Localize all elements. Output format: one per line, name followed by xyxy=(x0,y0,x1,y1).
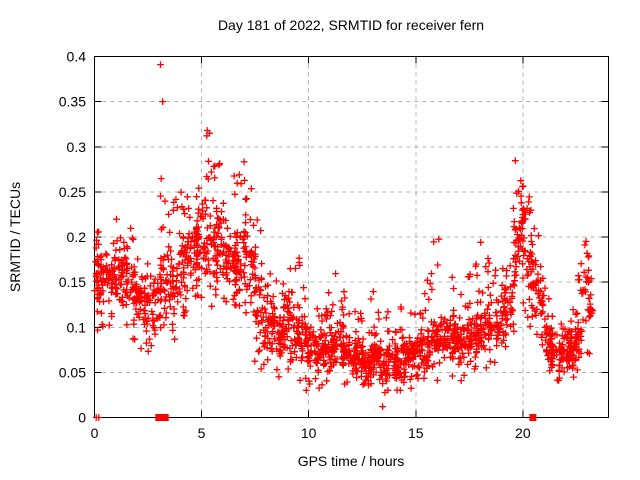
x-tick-label: 5 xyxy=(198,425,206,441)
x-tick-label: 0 xyxy=(91,425,99,441)
tick-labels: 0 5 10 15 20 0 0.05 0.1 0.15 0.2 0.25 0.3 0.35 0.4 xyxy=(59,49,531,442)
y-tick-label: 0.1 xyxy=(67,319,87,335)
x-axis-label: GPS time / hours xyxy=(298,453,405,469)
y-tick-label: 0.2 xyxy=(67,229,87,245)
y-tick-label: 0 xyxy=(78,410,86,426)
grid-lines xyxy=(94,56,609,418)
y-tick-label: 0.4 xyxy=(67,49,87,65)
y-tick-label: 0.15 xyxy=(59,274,86,290)
y-axis-label: SRMTID / TECUs xyxy=(7,182,23,292)
y-tick-label: 0.05 xyxy=(59,364,86,380)
chart-title: Day 181 of 2022, SRMTID for receiver fer… xyxy=(218,17,484,33)
y-tick-label: 0.25 xyxy=(59,184,86,200)
y-tick-label: 0.35 xyxy=(59,94,86,110)
x-tick-label: 15 xyxy=(408,425,424,441)
x-tick-label: 20 xyxy=(515,425,531,441)
scatter-plus-markers xyxy=(91,61,596,421)
x-tick-label: 10 xyxy=(301,425,317,441)
y-tick-label: 0.3 xyxy=(67,139,87,155)
